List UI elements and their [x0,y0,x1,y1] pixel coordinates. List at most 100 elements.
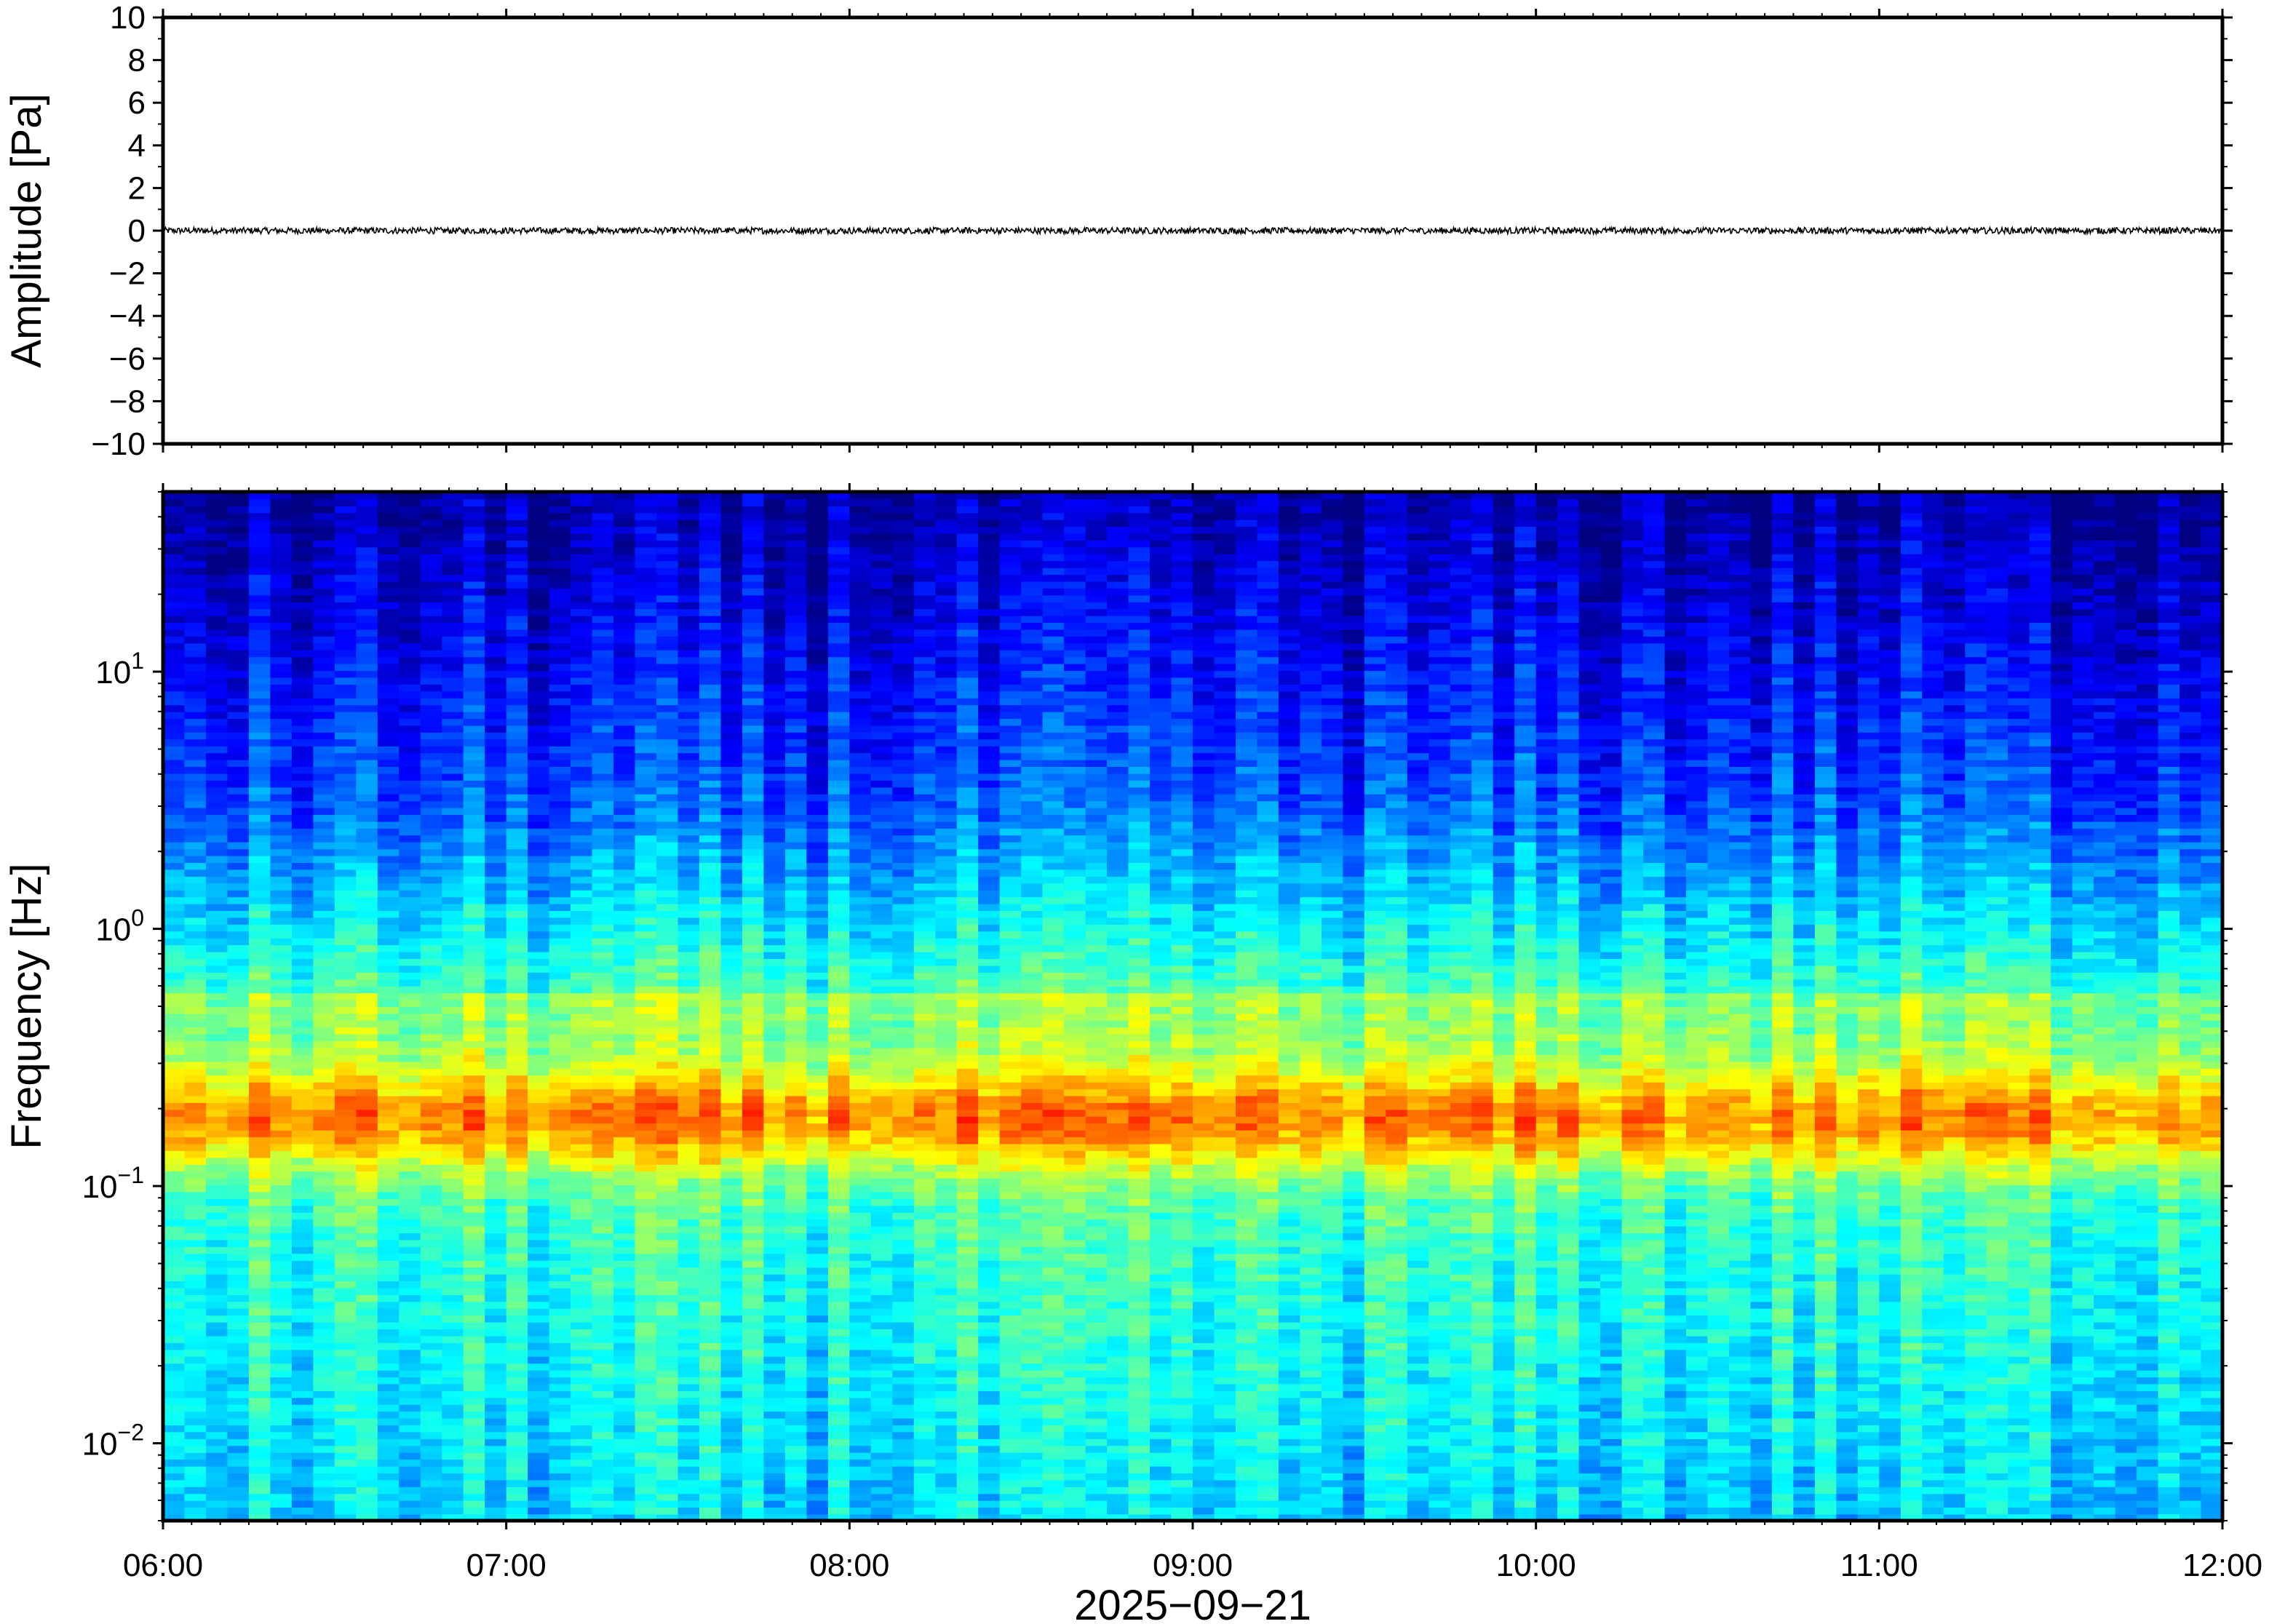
spectrogram-cell [656,492,679,500]
spectrogram-cell [334,1459,357,1467]
spectrogram-cell [806,752,829,760]
spectrogram-cell [742,731,765,740]
spectrogram-cell [571,1397,593,1405]
spectrogram-cell [849,1102,872,1110]
spectrogram-cell [635,1013,657,1021]
spectrogram-cell [270,1259,293,1268]
spectrogram-cell [592,1246,615,1254]
spectrogram-cell [334,1349,357,1357]
spectrogram-cell [270,505,293,514]
spectrogram-cell [506,971,529,980]
spectrogram-cell [784,1040,808,1048]
spectrogram-cell [184,642,207,650]
spectrogram-cell [571,1088,593,1096]
spectrogram-cell [184,1486,207,1494]
spectrogram-cell [485,1061,507,1069]
spectrogram-cell [463,1479,486,1487]
spectrogram-cell [442,1067,464,1076]
spectrogram-cell [270,1115,293,1124]
spectrogram-cell [677,546,700,554]
spectrogram-cell [442,869,464,877]
spectrogram-cell [442,1452,464,1460]
spectrogram-cell [827,1493,851,1501]
spectrogram-cell [528,1335,550,1343]
spectrogram-cell [635,1411,657,1419]
spectrogram-cell [720,608,743,616]
spectrogram-cell [506,1307,529,1316]
spectrogram-cell [377,1061,400,1069]
spectrogram-cell [227,656,250,664]
spectrogram-cell [506,1404,529,1412]
spectrogram-cell [356,1287,378,1295]
spectrogram-cell [356,677,378,685]
spectrogram-cell [742,718,765,726]
spectrogram-cell [227,869,250,877]
spectrogram-cell [442,979,464,987]
spectrogram-cell [313,910,335,918]
spectrogram-cell [248,1088,271,1096]
spectrogram-cell [442,1137,464,1145]
spectrogram-cell [677,683,700,692]
spectrogram-cell [463,1259,486,1268]
spectrogram-cell [677,1425,700,1433]
spectrogram-cell [549,1109,572,1117]
spectrogram-cell [313,1459,335,1467]
spectrogram-cell [571,979,593,987]
spectrogram-cell [248,869,271,877]
spectrogram-cell [163,683,186,692]
spectrogram-cell [742,683,765,692]
spectrogram-cell [313,1233,335,1241]
spectrogram-cell [549,546,572,554]
spectrogram-cell [506,1513,529,1521]
spectrogram-cell [399,739,421,747]
spectrogram-cell [313,931,335,939]
spectrogram-cell [742,519,765,528]
spectrogram-cell [227,1019,250,1028]
spectrogram-cell [399,560,421,568]
spectrogram-cell [613,1198,636,1206]
spectrogram-cell [291,917,314,925]
spectrogram-cell [720,704,743,712]
spectrogram-cell [227,512,250,520]
spectrogram-cell [248,951,271,959]
spectrogram-cell [463,1321,486,1329]
spectrogram-cell [377,862,400,870]
spectrogram-cell [206,903,229,911]
spectrogram-cell [763,841,786,850]
spectrogram-cell [206,690,229,698]
spectrogram-cell [463,622,486,630]
spectrogram-cell [827,917,851,925]
spectrogram-cell [656,1479,679,1487]
spectrogram-cell [506,937,529,946]
spectrogram-cell [763,889,786,898]
spectrogram-cell [291,1342,314,1350]
spectrogram-cell [506,1033,529,1042]
spectrogram-cell [635,1225,657,1234]
spectrogram-cell [656,1281,679,1289]
spectrogram-cell [334,1267,357,1275]
spectrogram-cell [742,1452,765,1460]
spectrogram-cell [849,636,872,644]
spectrogram-cell [377,937,400,946]
spectrogram-cell [506,1171,529,1179]
spectrogram-cell [248,1027,271,1035]
spectrogram-cell [592,1281,615,1289]
spectrogram-cell [784,1445,808,1453]
spectrogram-cell [356,704,378,712]
spectrogram-cell [677,677,700,685]
spectrogram-cell [334,718,357,726]
spectrogram-cell [699,1102,722,1110]
spectrogram-cell [742,848,765,856]
spectrogram-cell [506,800,529,808]
spectrogram-cell [420,971,443,980]
spectrogram-cell [291,759,314,767]
spectrogram-cell [528,1109,550,1117]
spectrogram-cell [163,917,186,925]
spectrogram-cell [463,1047,486,1055]
spectrogram-cell [506,814,529,822]
spectrogram-cell [442,1061,464,1069]
spectrogram-cell [442,601,464,610]
spectrogram-cell [356,1452,378,1460]
spectrogram-cell [356,670,378,678]
spectrogram-cell [291,711,314,720]
